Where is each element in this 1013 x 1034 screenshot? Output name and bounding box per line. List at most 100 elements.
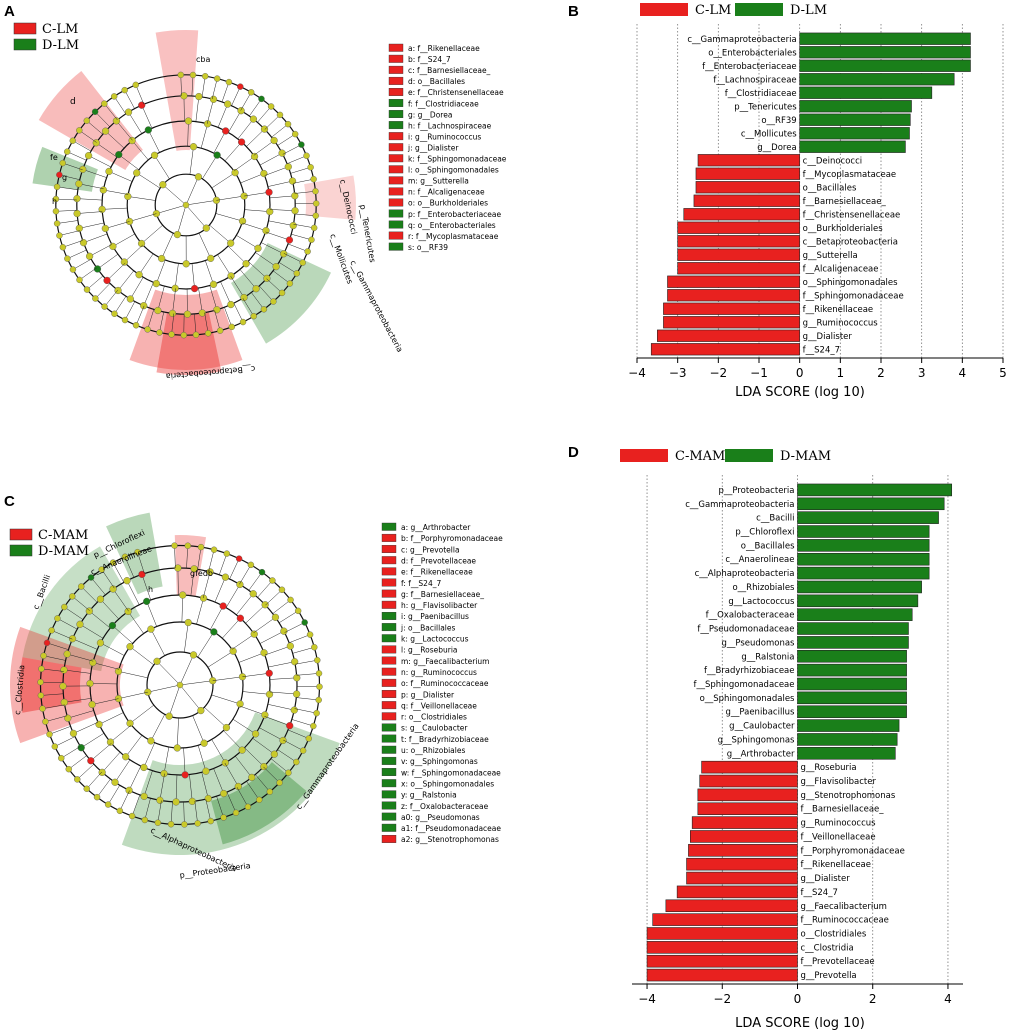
tree-branch	[292, 178, 314, 184]
chart-bar-labels-b: c__Gammaproteobacteria o__Enterobacterial…	[687, 35, 903, 356]
tree-node	[237, 107, 245, 115]
tree-node	[95, 720, 103, 728]
tree-branch	[235, 755, 252, 778]
tree-branch	[117, 270, 134, 291]
tree-branch	[172, 288, 176, 314]
tree-branch	[86, 120, 103, 135]
bar-category-label: g__Caulobacter	[729, 722, 795, 732]
key-swatch	[381, 690, 397, 698]
tree-branch	[236, 235, 259, 249]
bar-category-label: f__Rikenellaceae	[801, 860, 872, 870]
tree-branch	[197, 745, 207, 772]
tree-branch	[94, 111, 110, 127]
tree-branch	[54, 736, 76, 747]
key-swatch	[381, 556, 397, 565]
tree-branch	[72, 140, 92, 152]
tree-node	[52, 208, 60, 215]
key-swatch	[381, 611, 397, 620]
tree-branch	[209, 605, 224, 630]
tree-branch	[229, 558, 240, 580]
tree-node	[206, 568, 214, 576]
bar-category-label: f__Barnesiellaceae_	[803, 197, 887, 207]
tree-node	[134, 548, 141, 556]
chart-x-ticks-d: −4 −2 0 2 4	[632, 983, 963, 1006]
key-swatch	[388, 143, 404, 152]
key-label: p: f__Enterobacteriaceae	[408, 210, 501, 219]
tree-node	[132, 322, 140, 329]
bar	[646, 954, 798, 968]
tree-branch	[73, 721, 99, 734]
tree-node	[138, 570, 146, 578]
tree-branch	[257, 580, 273, 598]
x-tick-label: −4	[628, 366, 646, 380]
tree-node	[305, 735, 313, 742]
x-tick-label: −1	[750, 366, 768, 380]
bar	[797, 525, 930, 538]
tree-node	[69, 137, 76, 144]
bar	[797, 719, 900, 732]
bar-category-label: p__Proteobacteria	[718, 486, 794, 496]
tree-branch	[125, 735, 143, 757]
key-swatch	[388, 132, 404, 141]
tree-branch	[292, 647, 315, 654]
tree-branch	[175, 774, 178, 802]
tree-node	[140, 302, 148, 310]
key-swatch	[381, 545, 397, 554]
tree-node	[307, 164, 314, 171]
tree-branch	[96, 778, 111, 798]
tree-node	[128, 812, 136, 820]
tree-node	[68, 635, 77, 643]
tree-node	[111, 778, 119, 786]
tree-node	[229, 647, 237, 655]
tree-branch	[128, 765, 142, 791]
tree-node	[260, 125, 269, 133]
bar-category-label: o__Sphingomonadales	[700, 694, 795, 704]
tree-branch	[143, 742, 155, 768]
key-swatch	[381, 835, 397, 843]
tree-branch	[222, 618, 241, 639]
tree-branch	[294, 708, 317, 714]
bar	[799, 140, 906, 153]
key-label: s: o__RF39	[408, 243, 448, 252]
tree-node	[258, 568, 266, 576]
tree-branch	[278, 610, 299, 624]
tree-node	[248, 773, 256, 781]
cladogram-key-list-c: a: g__Arthrobacter b: f__Porphyromonadace…	[381, 522, 503, 844]
tree-branch	[90, 577, 106, 596]
tree-node	[214, 75, 221, 82]
tree-node	[104, 801, 112, 808]
legend-label-d-mam: D-MAM	[780, 449, 831, 464]
bar-category-label: f__Lachnospiraceae	[713, 75, 796, 85]
tree-node	[270, 136, 278, 145]
tree-node	[265, 669, 273, 677]
tree-branch	[101, 569, 115, 589]
tree-branch	[225, 584, 241, 608]
bar-category-label: c__Betaproteobacteria	[803, 237, 898, 247]
legend-label-c-mam: C-MAM	[38, 528, 88, 543]
x-tick-label: 3	[918, 366, 926, 380]
tree-branch	[79, 222, 104, 229]
bar-category-label: f__Clostridiaceae	[725, 89, 797, 99]
key-swatch	[381, 656, 397, 665]
key-swatch	[388, 187, 404, 196]
tree-node	[250, 312, 257, 320]
tree-node	[291, 192, 299, 200]
tree-branch	[187, 121, 189, 147]
x-tick-label: 0	[796, 366, 804, 380]
key-label: g: f__Barnesiellaceae_	[401, 590, 484, 599]
tree-node	[298, 141, 305, 148]
tree-node	[260, 649, 268, 657]
tree-node	[84, 152, 93, 160]
tree-branch	[201, 76, 206, 98]
tree-node	[121, 316, 129, 324]
clade-label: fe	[50, 153, 58, 162]
tree-branch	[197, 631, 215, 658]
bar	[690, 830, 798, 843]
bar-category-label: o__RF39	[761, 116, 796, 126]
tree-node	[250, 630, 258, 638]
tree-node	[285, 236, 294, 244]
bar	[697, 154, 800, 167]
tree-branch	[242, 673, 270, 678]
bar	[799, 46, 971, 59]
tree-node	[269, 577, 276, 584]
